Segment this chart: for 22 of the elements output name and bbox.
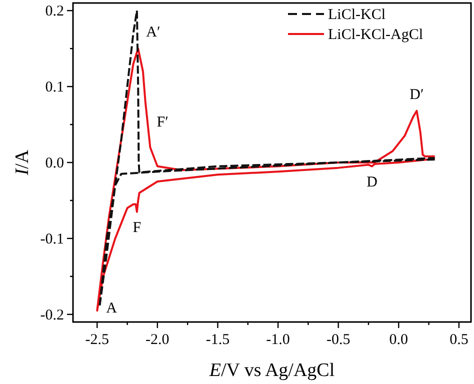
- annotation: D: [366, 174, 378, 190]
- y-tick-label: 0.0: [45, 156, 64, 172]
- x-tick-label: 0.5: [450, 332, 468, 348]
- legend-label: LiCl-KCl-AgCl: [328, 27, 424, 43]
- x-tick-label: -1.5: [206, 332, 230, 348]
- y-tick-label: -0.1: [40, 231, 64, 248]
- y-tick-label: 0.2: [45, 4, 64, 20]
- annotation: A: [106, 300, 118, 317]
- x-tick-label: -0.5: [326, 332, 350, 348]
- x-tick-label: -1.0: [266, 332, 290, 348]
- x-tick-label: 0.0: [389, 332, 408, 348]
- legend-label: LiCl-KCl: [328, 7, 386, 23]
- y-tick-label: -0.2: [40, 307, 64, 324]
- annotation: F: [132, 220, 142, 236]
- x-axis-title: E/V vs Ag/AgCl: [208, 360, 335, 381]
- annotation: F′: [156, 114, 168, 131]
- x-tick-label: -2.0: [146, 332, 170, 348]
- y-axis-title: I/A: [12, 150, 33, 176]
- x-tick-label: -2.5: [85, 332, 109, 348]
- annotation: A′: [146, 24, 160, 41]
- y-tick-label: 0.1: [45, 80, 64, 96]
- annotation: D′: [410, 86, 424, 103]
